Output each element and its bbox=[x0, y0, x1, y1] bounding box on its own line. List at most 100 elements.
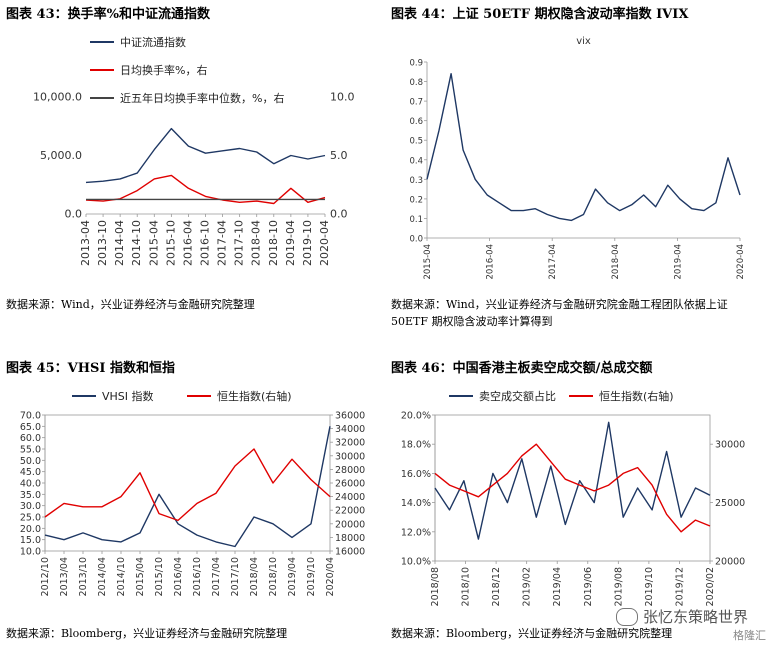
x-tick-label: 2014/04 bbox=[97, 557, 108, 596]
x-tick-label: 2015-04 bbox=[147, 220, 160, 266]
y2-tick-label: 30000 bbox=[715, 440, 745, 451]
y-tick-label: 65.0 bbox=[20, 422, 41, 433]
series-line bbox=[426, 72, 741, 222]
y-tick-label: 0.5 bbox=[409, 137, 423, 147]
x-tick-label: 2016-04 bbox=[486, 244, 496, 280]
legend-label: 恒生指数(右轴) bbox=[599, 389, 674, 403]
y2-tick-label: 10.0 bbox=[330, 91, 355, 104]
chart-panel-45: 图表 45：VHSI 指数和恒指 70.0 65.0 60.0 55.0 50.0 45.… bbox=[0, 323, 385, 645]
x-tick-label: 2020-04 bbox=[318, 220, 331, 266]
x-tick-label: 2020-04 bbox=[736, 244, 746, 280]
chart-44-svg: vix 0.9 0.8 0.7 0.6 0.5 0.4 0.3 0.2 0.1 0.02015-04… bbox=[409, 36, 746, 280]
y-tick-label: 16.0% bbox=[401, 469, 431, 480]
legend-label: 近五年日均换手率中位数，%，右 bbox=[120, 91, 284, 105]
x-tick-label: 2018-04 bbox=[250, 220, 263, 266]
x-tick-label: 2014-04 bbox=[113, 220, 126, 266]
plot-frame bbox=[44, 414, 331, 552]
y-tick-label: 0.0 bbox=[65, 208, 83, 221]
y-tick-label: 10.0% bbox=[401, 557, 431, 568]
y2-tick-label: 28000 bbox=[335, 465, 365, 476]
y-tick-label: 30.0 bbox=[20, 501, 41, 512]
y-tick-label: 20.0% bbox=[401, 411, 431, 422]
y2-tick-label: 16000 bbox=[335, 547, 365, 558]
x-tick-label: 2019/06 bbox=[583, 567, 594, 606]
y-tick-label: 40.0 bbox=[20, 479, 41, 490]
y-tick-label: 5,000.0 bbox=[40, 149, 82, 162]
x-tick-label: 2019/10 bbox=[644, 567, 655, 606]
y-tick-label: 14.0% bbox=[401, 498, 431, 509]
x-tick-label: 2013/04 bbox=[59, 557, 70, 596]
y2-tick-label: 36000 bbox=[335, 411, 365, 422]
y2-tick-label: 20000 bbox=[715, 557, 745, 568]
legend-label: 恒生指数(右轴) bbox=[217, 389, 292, 403]
y-tick-label: 12.0% bbox=[401, 527, 431, 538]
panel-title: 图表 43：换手率%和中证流通指数 bbox=[6, 7, 210, 22]
chart-panel-43: 图表 43：换手率%和中证流通指数 10,000.0 5,000.0 0.0 10.0… bbox=[0, 0, 385, 322]
x-tick-label: 2013/10 bbox=[78, 557, 89, 596]
legend-label: VHSI 指数 bbox=[102, 389, 154, 403]
watermark-text: 张忆东策略世界 bbox=[642, 608, 748, 626]
x-tick-label: 2020/04 bbox=[325, 557, 336, 596]
y-tick-label: 0.7 bbox=[409, 98, 423, 108]
x-tick-label: 2018/04 bbox=[249, 557, 260, 596]
series-line bbox=[85, 174, 326, 205]
y2-tick-label: 22000 bbox=[335, 506, 365, 517]
y2-tick-label: 32000 bbox=[335, 438, 365, 449]
x-tick-label: 2018-04 bbox=[611, 244, 621, 280]
series-line bbox=[44, 426, 331, 548]
x-tick-label: 2019-10 bbox=[301, 220, 314, 266]
x-tick-label: 2015/10 bbox=[154, 557, 165, 596]
y-tick-label: 25.0 bbox=[20, 513, 41, 524]
y2-tick-label: 24000 bbox=[335, 492, 365, 503]
x-tick-label: 2019-04 bbox=[673, 244, 683, 280]
y-tick-label: 0.6 bbox=[409, 117, 423, 127]
x-tick-label: 2018/10 bbox=[461, 567, 472, 606]
y2-tick-label: 18000 bbox=[335, 533, 365, 544]
watermark: 张忆东策略世界 bbox=[615, 606, 748, 627]
source-note: 数据来源：Wind，兴业证券经济与金融研究院金融工程团队依据上证 50ETF 期… bbox=[391, 298, 728, 328]
y-tick-label: 0.4 bbox=[409, 156, 423, 166]
y2-tick-label: 20000 bbox=[335, 519, 365, 530]
x-tick-label: 2019/10 bbox=[306, 557, 317, 596]
x-tick-label: 2014/10 bbox=[116, 557, 127, 596]
y-tick-label: 0.0 bbox=[409, 235, 423, 245]
x-tick-label: 2018-10 bbox=[267, 220, 280, 266]
x-tick-label: 2019-04 bbox=[284, 220, 297, 266]
y2-tick-label: 0.0 bbox=[330, 208, 348, 221]
x-tick-label: 2018/10 bbox=[268, 557, 279, 596]
x-tick-label: 2015/04 bbox=[135, 557, 146, 596]
y-tick-label: 60.0 bbox=[20, 433, 41, 444]
chart-45-svg: 70.065.060.055.050.045.040.035.030.025.0… bbox=[20, 389, 365, 596]
x-tick-label: 2015-04 bbox=[423, 244, 433, 280]
panel-title: 图表 44：上证 50ETF 期权隐含波动率指数 IVIX bbox=[391, 7, 689, 22]
y-tick-label: 35.0 bbox=[20, 490, 41, 501]
x-tick-label: 2016-10 bbox=[199, 220, 212, 266]
x-tick-label: 2018/12 bbox=[491, 567, 502, 606]
x-tick-label: 2016-04 bbox=[181, 220, 194, 266]
x-tick-label: 2013-04 bbox=[79, 220, 92, 266]
y-tick-label: 70.0 bbox=[20, 411, 41, 422]
chart-title: vix bbox=[576, 36, 591, 47]
chart-46-svg: 20.0% 18.0% 16.0% 14.0% 12.0% 10.0% 30000 25000… bbox=[401, 389, 745, 606]
y2-tick-label: 26000 bbox=[335, 479, 365, 490]
legend-label: 中证流通指数 bbox=[120, 35, 186, 49]
legend-label: 日均换手率%，右 bbox=[120, 63, 207, 77]
x-tick-label: 2019/02 bbox=[522, 567, 533, 606]
y-tick-label: 18.0% bbox=[401, 440, 431, 451]
x-tick-label: 2017-10 bbox=[233, 220, 246, 266]
y-tick-label: 0.1 bbox=[409, 215, 423, 225]
y-tick-label: 50.0 bbox=[20, 456, 41, 467]
x-tick-label: 2017/10 bbox=[230, 557, 241, 596]
y-tick-label: 55.0 bbox=[20, 445, 41, 456]
source-note: 数据来源：Bloomberg，兴业证券经济与金融研究院整理 bbox=[391, 627, 673, 640]
panel-title: 图表 45：VHSI 指数和恒指 bbox=[6, 361, 175, 376]
x-tick-label: 2013-10 bbox=[96, 220, 109, 266]
x-tick-label: 2012/10 bbox=[40, 557, 51, 596]
y-tick-label: 20.0 bbox=[20, 524, 41, 535]
source-note: 数据来源：Wind，兴业证券经济与金融研究院整理 bbox=[6, 298, 255, 311]
x-tick-label: 2019/12 bbox=[674, 567, 685, 606]
watermark-sub: 格隆汇 bbox=[733, 629, 766, 642]
y-tick-label: 10,000.0 bbox=[33, 91, 82, 104]
y-tick-label: 45.0 bbox=[20, 467, 41, 478]
